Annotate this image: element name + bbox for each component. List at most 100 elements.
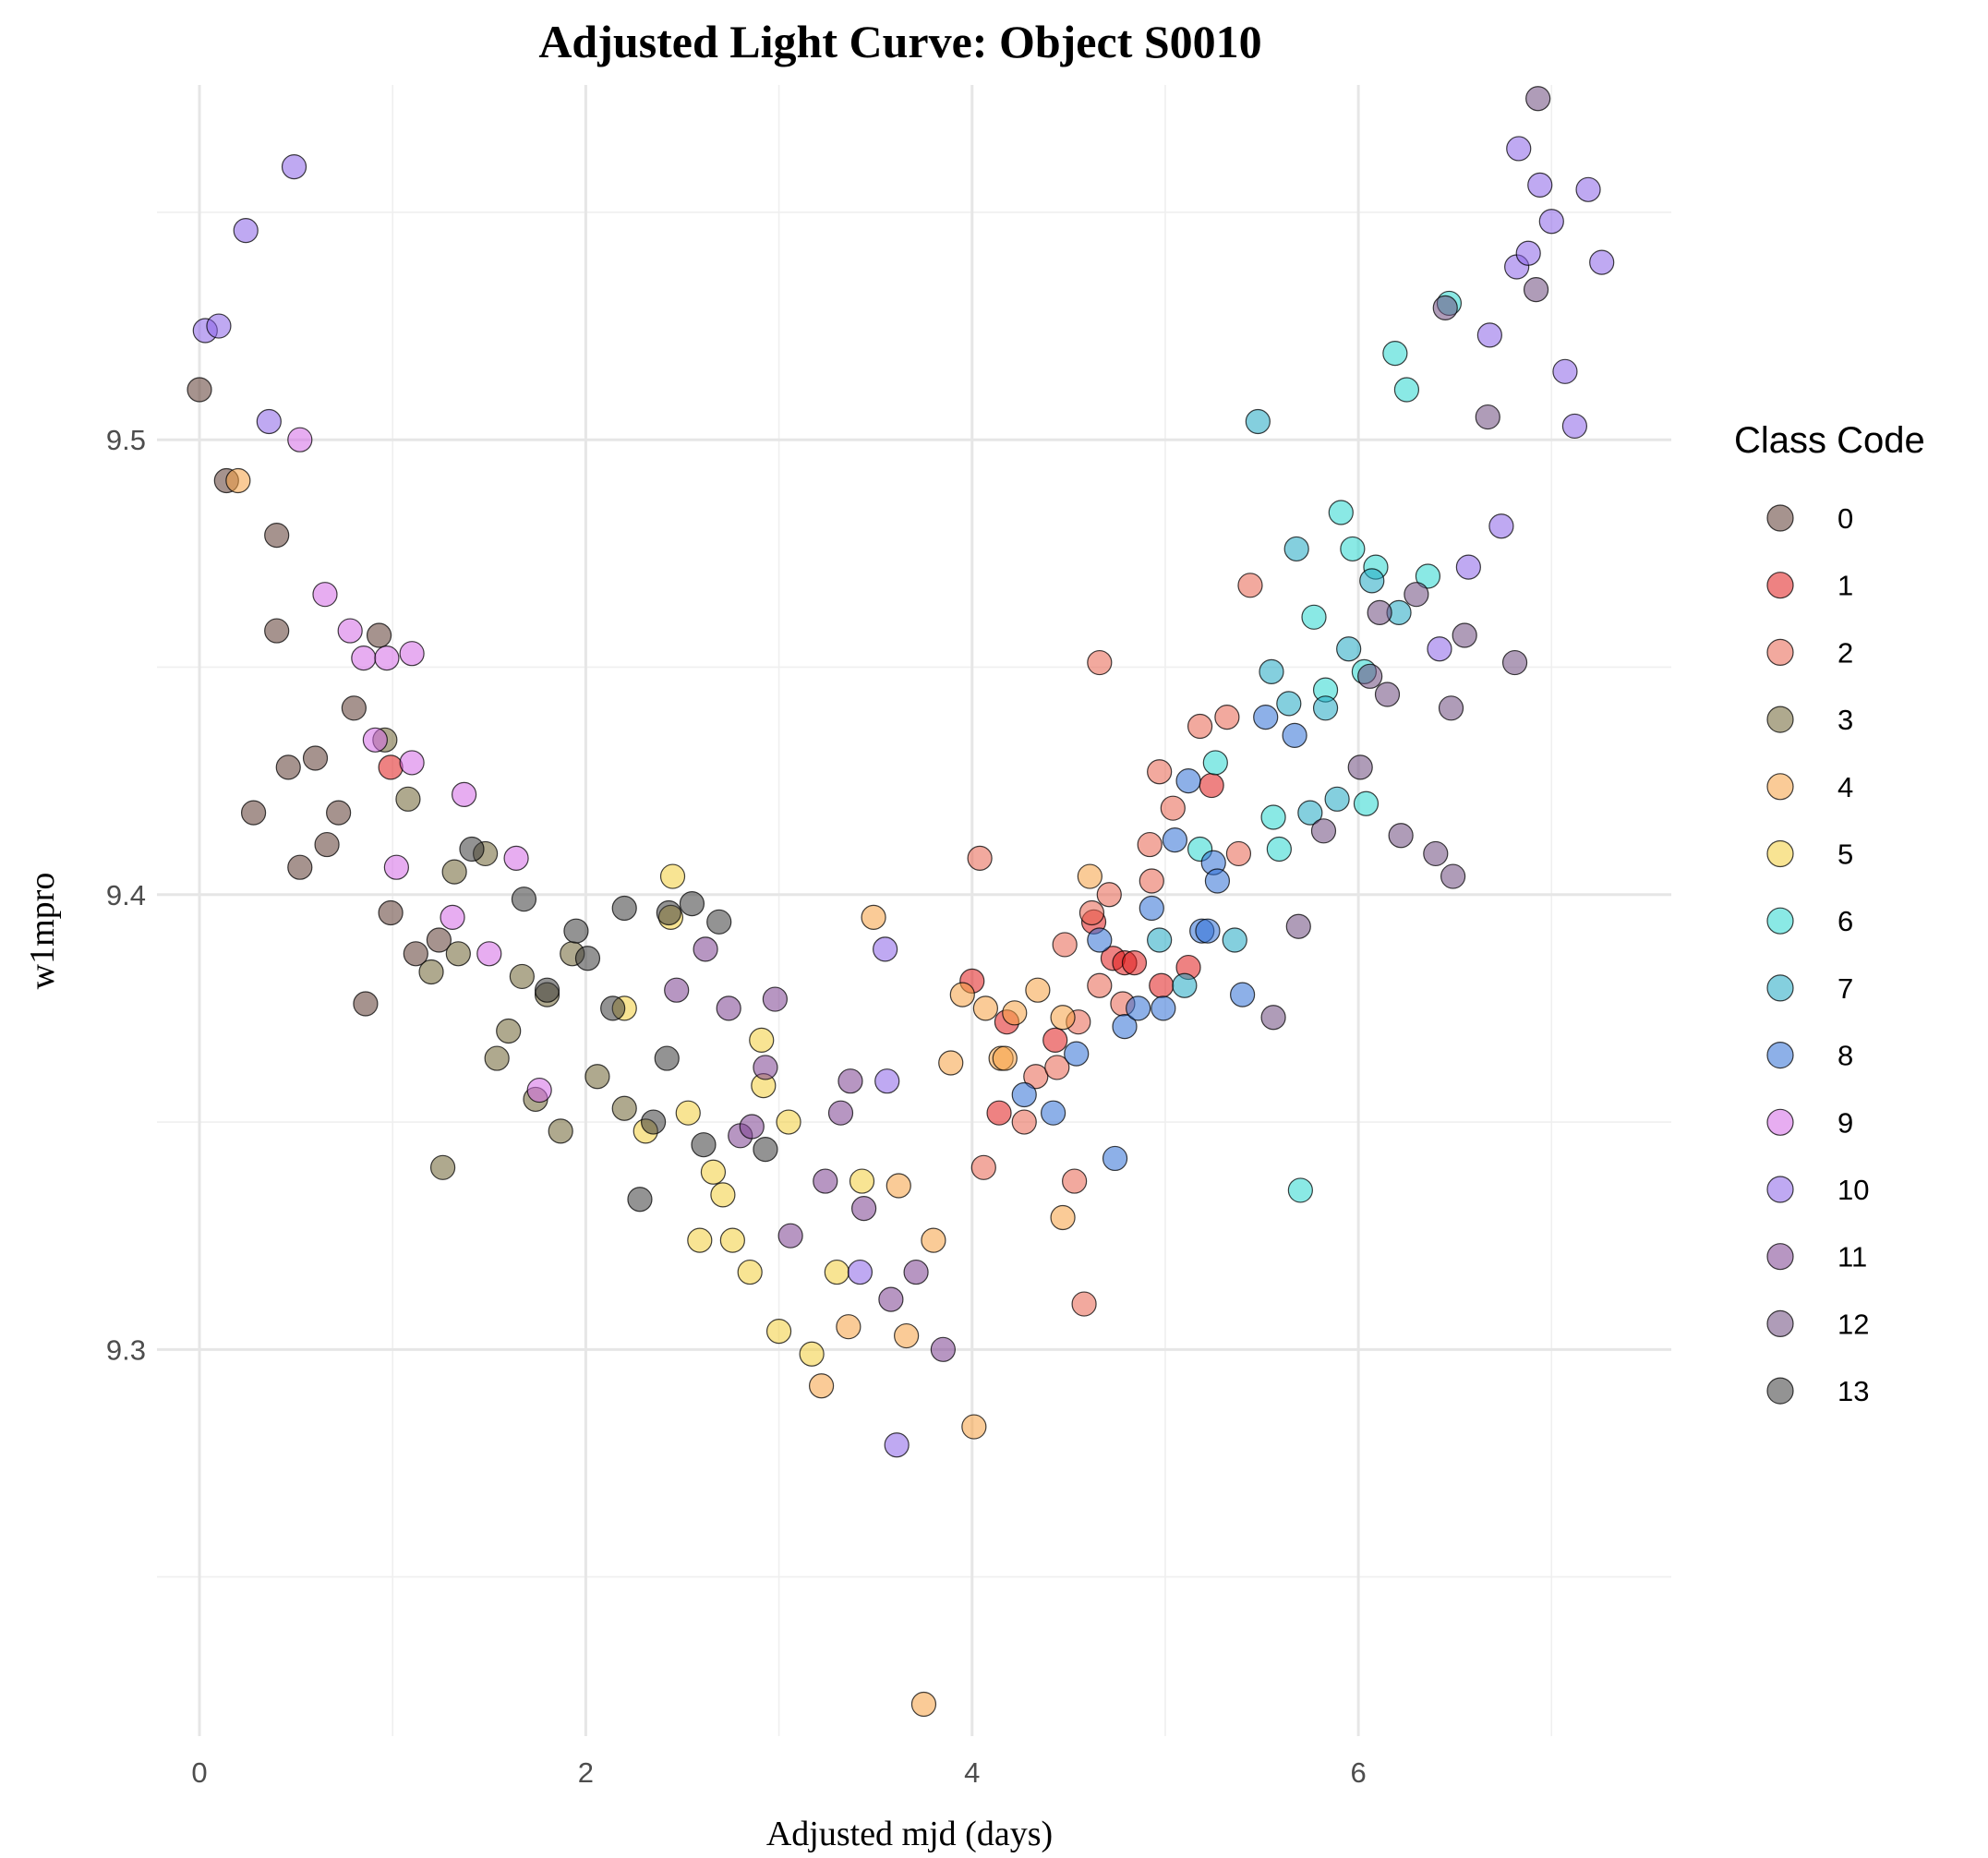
data-point <box>1025 977 1051 1003</box>
data-point <box>1237 573 1263 598</box>
data-point <box>1312 695 1339 721</box>
data-point <box>326 800 352 826</box>
data-point <box>584 1064 610 1090</box>
data-point <box>1324 786 1350 812</box>
data-point <box>264 523 290 549</box>
data-point <box>362 727 388 753</box>
data-point <box>1382 341 1408 367</box>
data-point <box>719 1227 745 1253</box>
data-point <box>1064 1041 1090 1067</box>
data-point <box>452 781 477 807</box>
data-point <box>1575 176 1601 202</box>
data-point <box>656 899 681 926</box>
legend-label: 11 <box>1837 1241 1867 1273</box>
data-point <box>691 1132 717 1158</box>
data-point <box>992 1045 1018 1071</box>
data-point <box>1087 972 1113 998</box>
data-point <box>847 1259 874 1285</box>
data-point <box>1388 823 1414 849</box>
x-axis-label: Adjusted mjd (days) <box>766 1815 1053 1853</box>
legend-label: 3 <box>1837 704 1853 736</box>
data-point <box>1202 750 1228 776</box>
data-point <box>903 1259 929 1285</box>
data-point <box>1260 804 1286 830</box>
data-point <box>851 1196 877 1222</box>
legend-key <box>1766 1377 1794 1405</box>
data-point <box>1538 209 1564 235</box>
data-point <box>1102 1145 1128 1172</box>
data-point <box>418 959 444 985</box>
legend-label: 0 <box>1837 502 1853 535</box>
data-point <box>1139 868 1164 894</box>
data-point <box>484 1045 510 1071</box>
data-point <box>1011 1081 1037 1108</box>
data-point <box>1087 927 1113 953</box>
data-point <box>737 1259 763 1285</box>
data-point <box>1523 277 1549 303</box>
data-point <box>749 1027 775 1053</box>
data-point <box>824 1259 849 1285</box>
data-point <box>275 754 301 780</box>
data-point <box>1552 358 1578 384</box>
data-point <box>509 963 535 990</box>
data-point <box>1062 1168 1088 1194</box>
data-point <box>972 995 998 1021</box>
data-point <box>1041 1100 1066 1126</box>
data-point <box>1121 950 1148 976</box>
data-point <box>1260 1005 1286 1031</box>
data-point <box>1347 754 1373 780</box>
data-point <box>910 1691 937 1718</box>
legend-label: 12 <box>1837 1308 1869 1340</box>
data-point <box>426 927 452 953</box>
data-point <box>706 909 732 935</box>
data-point <box>739 1114 765 1140</box>
data-point <box>563 918 589 944</box>
data-point <box>374 645 400 671</box>
legend-label: 6 <box>1837 905 1853 937</box>
data-point <box>225 467 251 494</box>
data-point <box>353 991 379 1017</box>
data-point <box>827 1100 854 1126</box>
data-point <box>1149 972 1175 998</box>
data-point <box>765 1319 792 1345</box>
x-tick-label: 2 <box>578 1756 594 1789</box>
data-point <box>878 1286 904 1312</box>
data-point <box>1336 636 1362 662</box>
legend-label: 1 <box>1837 570 1853 602</box>
data-point <box>302 745 329 771</box>
data-point <box>874 1068 900 1094</box>
data-point <box>378 899 404 926</box>
data-point <box>1112 1014 1138 1040</box>
data-point <box>429 1154 456 1180</box>
data-point <box>1151 995 1176 1021</box>
data-point <box>476 941 502 967</box>
data-point <box>1287 1177 1313 1203</box>
data-point <box>337 618 363 644</box>
data-point <box>341 695 367 721</box>
data-point <box>1259 658 1284 685</box>
data-point <box>534 977 560 1003</box>
data-point <box>187 377 212 403</box>
data-point <box>654 1045 680 1071</box>
data-point <box>312 582 338 608</box>
data-point <box>1276 691 1302 717</box>
data-point <box>961 1414 987 1440</box>
data-point <box>894 1322 920 1349</box>
legend-key <box>1766 907 1794 935</box>
data-point <box>1476 322 1502 348</box>
data-points <box>187 86 1615 1718</box>
data-point <box>1137 831 1163 858</box>
data-point <box>1527 172 1553 198</box>
data-point <box>1282 722 1307 748</box>
data-point <box>930 1336 956 1362</box>
data-point <box>1266 836 1292 863</box>
data-point <box>849 1168 875 1194</box>
legend-key <box>1766 1309 1794 1338</box>
legend-key <box>1766 1041 1794 1069</box>
data-point <box>1525 86 1551 112</box>
data-point <box>861 904 886 930</box>
data-point <box>949 982 975 1007</box>
data-point <box>459 836 485 863</box>
data-point <box>1044 1055 1070 1080</box>
